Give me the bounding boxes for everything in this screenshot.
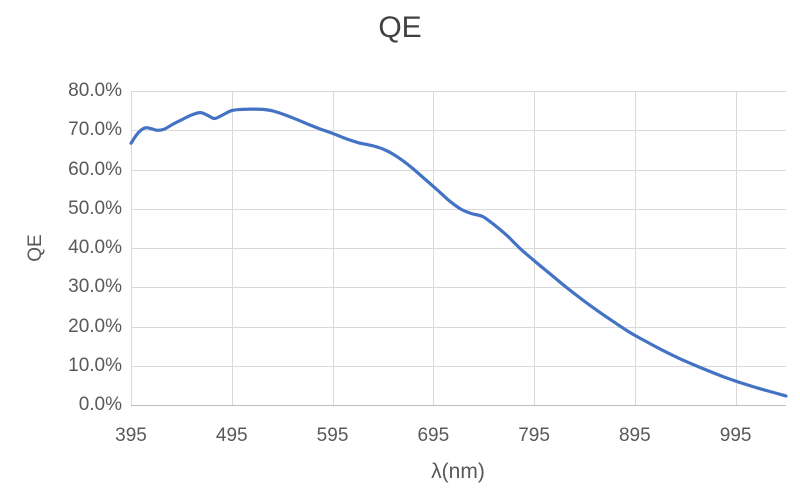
y-axis-tick-label: 60.0% bbox=[68, 158, 122, 180]
x-axis-title: λ(nm) bbox=[431, 460, 485, 483]
x-axis-tick-label: 895 bbox=[618, 425, 651, 446]
x-axis-tick-label: 795 bbox=[518, 425, 550, 446]
y-axis-tick-label: 30.0% bbox=[68, 276, 122, 298]
x-axis-tick-label: 395 bbox=[115, 425, 147, 446]
y-axis-tick-label: 70.0% bbox=[68, 119, 122, 141]
y-axis-tick-label: 80.0% bbox=[68, 80, 122, 101]
y-axis-tick-label: 50.0% bbox=[68, 197, 122, 219]
y-axis-tick-label: 10.0% bbox=[68, 354, 122, 376]
x-axis-tick-label: 995 bbox=[719, 425, 752, 446]
x-axis-tick-label: 695 bbox=[417, 425, 450, 446]
y-axis-tick-label: 20.0% bbox=[68, 315, 122, 337]
y-axis-tick-label: 40.0% bbox=[68, 237, 122, 258]
y-axis-title: QE bbox=[25, 234, 46, 262]
x-axis-tick-label: 595 bbox=[316, 425, 349, 446]
x-axis-tick-label: 495 bbox=[215, 425, 248, 446]
y-axis-tick-label: 0.0% bbox=[78, 394, 122, 415]
qe-series-line bbox=[129, 107, 788, 398]
chart-title: QE bbox=[378, 11, 422, 44]
